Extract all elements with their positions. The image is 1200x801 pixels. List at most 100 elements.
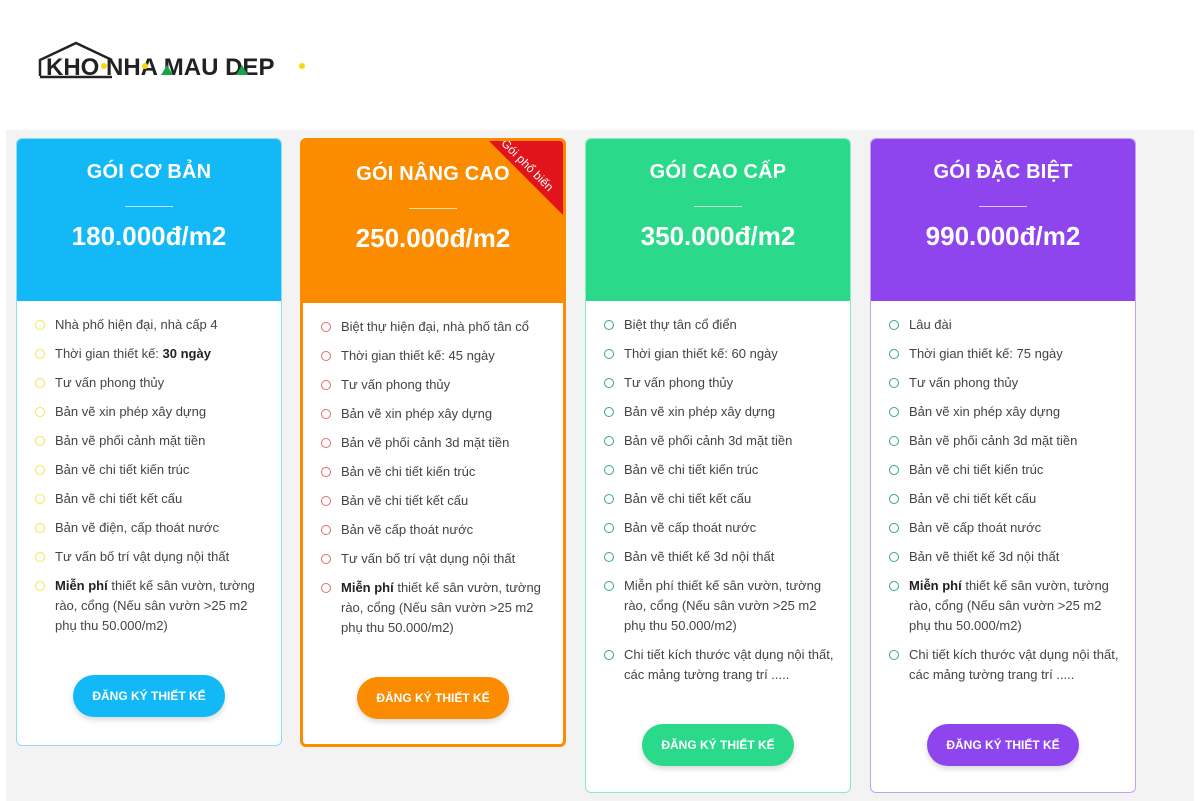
feature-item: Bản vẽ chi tiết kiến trúc	[35, 460, 265, 480]
circle-bullet-icon	[35, 436, 45, 446]
feature-text-part: Bản vẽ phối cảnh 3d mặt tiền	[624, 433, 793, 448]
feature-text: Bản vẽ cấp thoát nước	[909, 518, 1041, 538]
circle-bullet-icon	[604, 494, 614, 504]
feature-text: Bản vẽ phối cảnh 3d mặt tiền	[909, 431, 1077, 451]
feature-item: Bản vẽ chi tiết kết cấu	[604, 489, 834, 509]
feature-text-part: Bản vẽ chi tiết kiến trúc	[909, 462, 1044, 477]
feature-text: Tư vấn bố trí vật dụng nội thất	[341, 549, 515, 569]
feature-text: Tư vấn phong thủy	[55, 373, 164, 393]
feature-item: Bản vẽ phối cảnh 3d mặt tiền	[604, 431, 834, 451]
circle-bullet-icon	[321, 554, 331, 564]
register-design-button[interactable]: ĐĂNG KÝ THIẾT KẾ	[927, 724, 1079, 766]
feature-item: Bản vẽ phối cảnh 3d mặt tiền	[321, 433, 547, 453]
feature-text: Miễn phí thiết kế sân vườn, tường rào, c…	[55, 576, 265, 636]
feature-text-part: Bản vẽ xin phép xây dựng	[624, 404, 776, 419]
feature-item: Miễn phí thiết kế sân vườn, tường rào, c…	[889, 576, 1119, 636]
circle-bullet-icon	[321, 380, 331, 390]
register-design-button[interactable]: ĐĂNG KÝ THIẾT KẾ	[357, 677, 509, 719]
feature-item: Bản vẽ chi tiết kiến trúc	[321, 462, 547, 482]
feature-text-part: Bản vẽ thiết kế 3d nội thất	[624, 549, 775, 564]
feature-text-part: Bản vẽ chi tiết kiến trúc	[55, 462, 190, 477]
feature-item: Tư vấn phong thủy	[321, 375, 547, 395]
feature-item: Bản vẽ phối cảnh mặt tiền	[35, 431, 265, 451]
feature-item: Bản vẽ xin phép xây dựng	[604, 402, 834, 422]
circle-bullet-icon	[35, 378, 45, 388]
feature-text-part: Tư vấn phong thủy	[341, 377, 451, 392]
feature-text-part: Bản vẽ phối cảnh 3d mặt tiền	[909, 433, 1078, 448]
circle-bullet-icon	[35, 494, 45, 504]
feature-text: Tư vấn bố trí vật dụng nội thất	[55, 547, 229, 567]
feature-text-part: Thời gian thiết kế: 60 ngày	[624, 346, 778, 361]
feature-text: Bản vẽ thiết kế 3d nội thất	[909, 547, 1059, 567]
circle-bullet-icon	[35, 581, 45, 591]
feature-text-part: Tư vấn phong thủy	[624, 375, 734, 390]
feature-text: Bản vẽ phối cảnh mặt tiền	[55, 431, 205, 451]
feature-text-part: Chi tiết kích thước vật dụng nội thất, c…	[624, 647, 834, 682]
feature-text-part: Bản vẽ phối cảnh 3d mặt tiền	[341, 435, 510, 450]
feature-text-part: Bản vẽ phối cảnh mặt tiền	[55, 433, 206, 448]
feature-text: Thời gian thiết kế: 45 ngày	[341, 346, 495, 366]
circle-bullet-icon	[889, 581, 899, 591]
feature-text-part: thiết kế sân vườn, tường rào, cổng (Nếu …	[55, 578, 255, 633]
feature-text-part: Bản vẽ cấp thoát nước	[909, 520, 1042, 535]
feature-text: Bản vẽ xin phép xây dựng	[624, 402, 775, 422]
divider	[979, 206, 1027, 207]
feature-text: Bản vẽ chi tiết kiến trúc	[341, 462, 475, 482]
circle-bullet-icon	[889, 552, 899, 562]
circle-bullet-icon	[889, 436, 899, 446]
feature-text-part: Nhà phố hiện đại, nhà cấp 4	[55, 317, 218, 332]
feature-text: Bản vẽ phối cảnh 3d mặt tiền	[341, 433, 509, 453]
feature-text-part: Bản vẽ chi tiết kết cấu	[55, 491, 183, 506]
card-header: GÓI CAO CẤP 350.000đ/m2	[586, 139, 850, 301]
feature-text-part: Tư vấn bố trí vật dụng nội thất	[341, 551, 516, 566]
feature-text-part: Tư vấn bố trí vật dụng nội thất	[55, 549, 230, 564]
feature-text: Biệt thự hiện đại, nhà phố tân cổ	[341, 317, 529, 337]
feature-text: Bản vẽ chi tiết kiến trúc	[55, 460, 189, 480]
feature-item: Tư vấn phong thủy	[889, 373, 1119, 393]
feature-item: Thời gian thiết kế: 75 ngày	[889, 344, 1119, 364]
feature-item: Bản vẽ chi tiết kết cấu	[889, 489, 1119, 509]
circle-bullet-icon	[604, 436, 614, 446]
site-logo[interactable]: KHO NHA MAU DEP	[38, 40, 318, 80]
feature-item: Thời gian thiết kế: 60 ngày	[604, 344, 834, 364]
feature-text: Bản vẽ chi tiết kết cấu	[909, 489, 1036, 509]
circle-bullet-icon	[35, 349, 45, 359]
feature-text-part: Bản vẽ chi tiết kiến trúc	[624, 462, 759, 477]
feature-text: Bản vẽ thiết kế 3d nội thất	[624, 547, 774, 567]
circle-bullet-icon	[321, 525, 331, 535]
circle-bullet-icon	[604, 581, 614, 591]
circle-bullet-icon	[889, 465, 899, 475]
feature-text: Bản vẽ phối cảnh 3d mặt tiền	[624, 431, 792, 451]
circle-bullet-icon	[321, 322, 331, 332]
feature-text-part: Lâu đài	[909, 317, 952, 332]
pricing-card-premium: GÓI CAO CẤP 350.000đ/m2 Biệt thự tân cổ …	[585, 138, 851, 793]
feature-text: Bản vẽ xin phép xây dựng	[55, 402, 206, 422]
feature-item: Tư vấn phong thủy	[35, 373, 265, 393]
feature-text-part: Miễn phí thiết kế sân vườn, tường rào, c…	[624, 578, 822, 633]
circle-bullet-icon	[604, 465, 614, 475]
feature-text-part: Bản vẽ chi tiết kết cấu	[624, 491, 752, 506]
feature-text-part: Thời gian thiết kế: 75 ngày	[909, 346, 1063, 361]
feature-item: Miễn phí thiết kế sân vườn, tường rào, c…	[604, 576, 834, 636]
feature-item: Bản vẽ thiết kế 3d nội thất	[604, 547, 834, 567]
feature-text: Tư vấn phong thủy	[624, 373, 733, 393]
circle-bullet-icon	[604, 523, 614, 533]
circle-bullet-icon	[889, 494, 899, 504]
plan-title: GÓI CƠ BẢN	[86, 161, 212, 183]
feature-text: Biệt thự tân cổ điển	[624, 315, 737, 335]
feature-item: Tư vấn phong thủy	[604, 373, 834, 393]
circle-bullet-icon	[321, 467, 331, 477]
feature-text-part: Bản vẽ chi tiết kiến trúc	[341, 464, 476, 479]
feature-text-bold: Miễn phí	[909, 578, 962, 593]
register-design-button[interactable]: ĐĂNG KÝ THIẾT KẾ	[73, 675, 225, 717]
register-design-button[interactable]: ĐĂNG KÝ THIẾT KẾ	[642, 724, 794, 766]
feature-text: Bản vẽ chi tiết kiến trúc	[624, 460, 758, 480]
circle-bullet-icon	[889, 349, 899, 359]
feature-text: Bản vẽ điện, cấp thoát nước	[55, 518, 219, 538]
plan-price: 180.000đ/m2	[71, 221, 227, 251]
card-header: Gói phổ biến GÓI NÂNG CAO 250.000đ/m2	[303, 141, 563, 303]
feature-item: Lâu đài	[889, 315, 1119, 335]
feature-item: Bản vẽ phối cảnh 3d mặt tiền	[889, 431, 1119, 451]
circle-bullet-icon	[889, 407, 899, 417]
feature-list: Lâu đài Thời gian thiết kế: 75 ngày Tư vấn…	[871, 301, 1135, 685]
